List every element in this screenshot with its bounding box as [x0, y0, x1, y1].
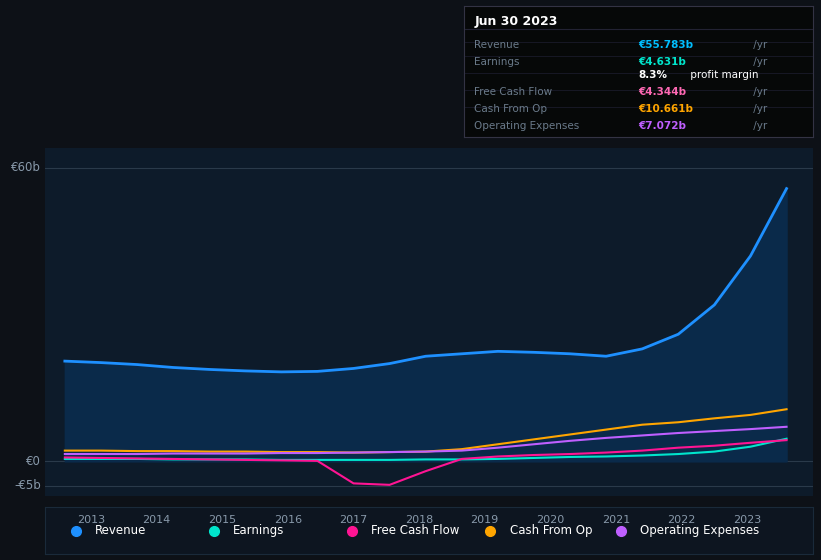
- Text: €0: €0: [26, 455, 41, 468]
- Text: /yr: /yr: [750, 40, 768, 50]
- Text: profit margin: profit margin: [687, 70, 759, 80]
- Text: 2020: 2020: [536, 515, 565, 525]
- Text: Revenue: Revenue: [475, 40, 520, 50]
- Text: Free Cash Flow: Free Cash Flow: [371, 524, 460, 537]
- Text: 2016: 2016: [274, 515, 302, 525]
- Text: /yr: /yr: [750, 87, 768, 97]
- Text: Operating Expenses: Operating Expenses: [640, 524, 759, 537]
- Text: Earnings: Earnings: [233, 524, 285, 537]
- Text: Jun 30 2023: Jun 30 2023: [475, 15, 557, 28]
- Text: €4.344b: €4.344b: [639, 87, 686, 97]
- Text: Operating Expenses: Operating Expenses: [475, 122, 580, 132]
- Text: €4.631b: €4.631b: [639, 57, 686, 67]
- Text: /yr: /yr: [750, 122, 768, 132]
- Text: 2022: 2022: [667, 515, 695, 525]
- Text: €55.783b: €55.783b: [639, 40, 694, 50]
- Text: Revenue: Revenue: [95, 524, 146, 537]
- Text: 2021: 2021: [602, 515, 630, 525]
- Text: Earnings: Earnings: [475, 57, 520, 67]
- Text: -€5b: -€5b: [14, 479, 41, 492]
- Text: 2018: 2018: [405, 515, 433, 525]
- Text: €60b: €60b: [11, 161, 41, 175]
- Text: /yr: /yr: [750, 104, 768, 114]
- Text: 2013: 2013: [77, 515, 105, 525]
- Text: Cash From Op: Cash From Op: [510, 524, 592, 537]
- Text: 2014: 2014: [143, 515, 171, 525]
- Text: /yr: /yr: [750, 57, 768, 67]
- Text: Free Cash Flow: Free Cash Flow: [475, 87, 553, 97]
- Text: 8.3%: 8.3%: [639, 70, 667, 80]
- Text: €7.072b: €7.072b: [639, 122, 686, 132]
- Text: 2017: 2017: [339, 515, 368, 525]
- Text: €10.661b: €10.661b: [639, 104, 693, 114]
- Text: 2015: 2015: [209, 515, 236, 525]
- Text: Cash From Op: Cash From Op: [475, 104, 548, 114]
- Text: 2019: 2019: [470, 515, 499, 525]
- Text: 2023: 2023: [733, 515, 761, 525]
